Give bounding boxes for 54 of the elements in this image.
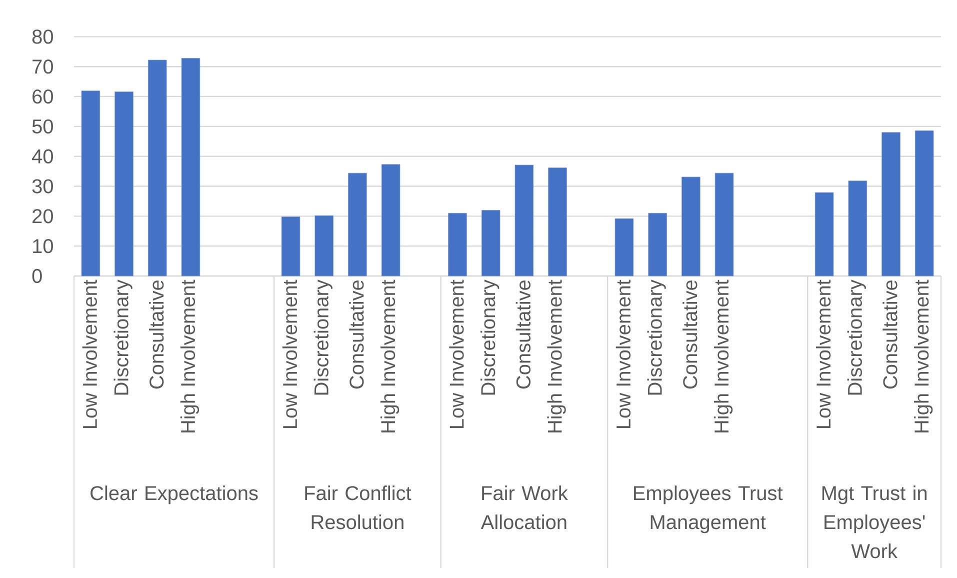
text: Employees Trust Management bbox=[634, 486, 783, 534]
text: Fair Work Allocation bbox=[480, 486, 568, 530]
x-tick-label: High Involvement bbox=[547, 280, 566, 432]
x-tick-label: High Involvement bbox=[714, 280, 733, 432]
text: Mgt Trust in Employees' Work bbox=[822, 486, 927, 558]
x-tick-label: Consultative bbox=[882, 280, 898, 389]
x-tick-label: Consultative bbox=[682, 280, 698, 389]
x-tick-label: Discretionary bbox=[647, 280, 666, 395]
x-tick-label: Low Involvement bbox=[616, 280, 631, 428]
bar bbox=[614, 218, 634, 276]
bar bbox=[848, 180, 868, 276]
x-tick-label: Low Involvement bbox=[282, 280, 298, 428]
y-tick-label: 40 bbox=[32, 149, 53, 164]
bar bbox=[648, 212, 667, 276]
x-tick-label: High Involvement bbox=[914, 280, 933, 432]
bar bbox=[882, 132, 900, 276]
bar bbox=[714, 172, 734, 276]
bar bbox=[914, 130, 934, 276]
y-tick-label: 80 bbox=[32, 30, 53, 44]
bar bbox=[148, 60, 167, 276]
bar bbox=[181, 58, 200, 276]
bar bbox=[814, 192, 834, 276]
y-tick-label: 10 bbox=[33, 239, 53, 254]
bar bbox=[514, 164, 534, 276]
x-tick-label: Low Involvement bbox=[82, 280, 98, 428]
bar bbox=[548, 168, 567, 276]
bar bbox=[481, 210, 500, 276]
x-tick-label: Low Involvement bbox=[449, 280, 464, 428]
x-tick-label: Consultative bbox=[149, 280, 164, 389]
x-tick-label: Low Involvement bbox=[816, 280, 831, 428]
x-tick-label: Discretionary bbox=[314, 280, 332, 395]
bar bbox=[348, 172, 367, 276]
y-tick-label: 30 bbox=[32, 179, 53, 194]
y-tick-label: 0 bbox=[32, 268, 42, 284]
y-tick-label: 60 bbox=[32, 89, 53, 104]
bar bbox=[381, 164, 400, 276]
bar bbox=[281, 216, 300, 276]
x-tick-label: Discretionary bbox=[847, 280, 866, 395]
bar bbox=[314, 215, 334, 276]
text: Fair Conflict Resolution bbox=[305, 486, 412, 530]
bar bbox=[682, 176, 700, 276]
x-tick-label: High Involvement bbox=[180, 280, 200, 432]
bar bbox=[448, 212, 467, 276]
x-tick-label: Discretionary bbox=[114, 280, 132, 395]
x-tick-label: Discretionary bbox=[480, 280, 500, 395]
x-tick-label: Consultative bbox=[349, 280, 364, 389]
y-tick-label: 20 bbox=[32, 209, 53, 224]
x-tick-label: High Involvement bbox=[380, 280, 400, 432]
y-tick-label: 70 bbox=[32, 60, 53, 74]
bar bbox=[81, 90, 100, 276]
y-tick-label: 50 bbox=[32, 119, 53, 134]
text: Clear Expectations bbox=[90, 486, 258, 504]
x-tick-label: Consultative bbox=[516, 280, 531, 389]
bar bbox=[114, 92, 134, 276]
